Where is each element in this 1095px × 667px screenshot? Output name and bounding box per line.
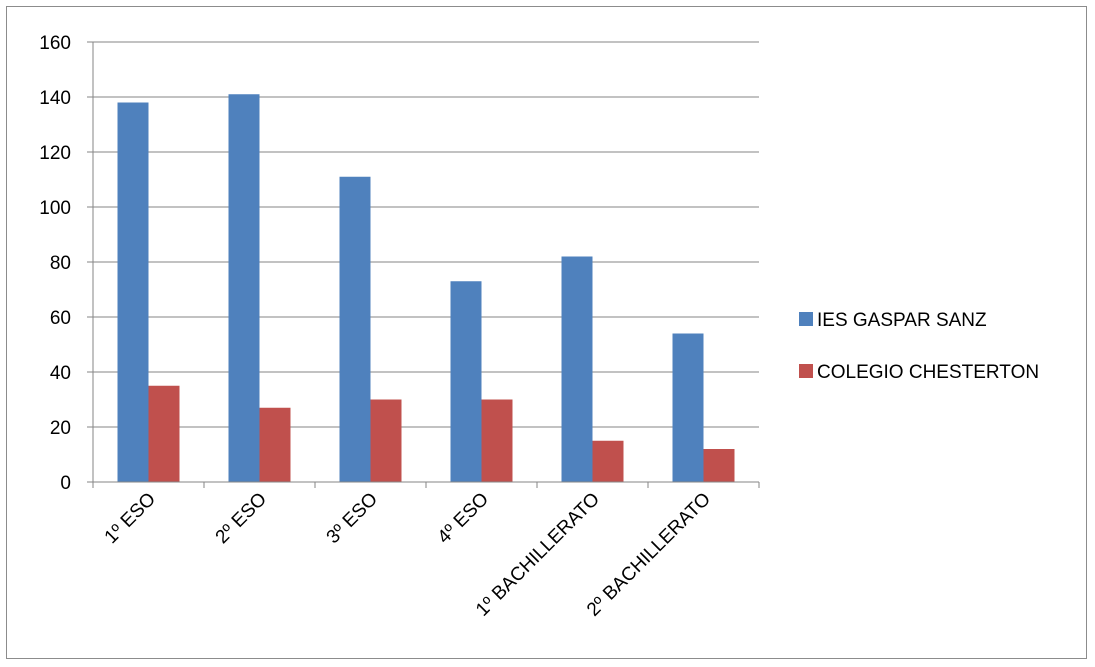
- chart-frame: [6, 6, 1087, 659]
- y-tick-label: 140: [39, 88, 71, 109]
- legend-label: COLEGIO CHESTERTON: [817, 362, 1039, 383]
- bar-colegio-chesterton: [703, 449, 735, 482]
- axes: [87, 41, 760, 488]
- bar-colegio-chesterton: [259, 407, 291, 482]
- y-tick-label: 60: [50, 308, 71, 329]
- x-tick-label: 4º ESO: [434, 489, 493, 548]
- x-tick-label: 3º ESO: [323, 489, 382, 548]
- y-tick-label: 100: [39, 198, 71, 219]
- x-tick-label: 1º ESO: [101, 489, 160, 548]
- bar-ies-gaspar-sanz: [339, 176, 371, 482]
- y-tick-label: 0: [60, 473, 71, 494]
- bar-colegio-chesterton: [370, 399, 402, 482]
- x-tick-label: 2º BACHILLERATO: [583, 489, 715, 621]
- bars: [117, 94, 735, 482]
- y-tick-label: 120: [39, 143, 71, 164]
- y-tick-label: 20: [50, 418, 71, 439]
- bar-colegio-chesterton: [148, 385, 180, 482]
- bar-ies-gaspar-sanz: [672, 333, 704, 482]
- legend: IES GASPAR SANZ COLEGIO CHESTERTON: [799, 310, 1039, 383]
- y-tick-labels: 0 20 40 60 80 100 120 140 160: [39, 33, 71, 494]
- x-tick-label: 2º ESO: [212, 489, 271, 548]
- legend-swatch: [799, 364, 813, 378]
- bar-ies-gaspar-sanz: [561, 256, 593, 482]
- x-tick-label: 1º BACHILLERATO: [472, 489, 604, 621]
- bar-ies-gaspar-sanz: [450, 281, 482, 482]
- legend-swatch: [799, 312, 813, 326]
- bar-colegio-chesterton: [592, 440, 624, 482]
- bar-ies-gaspar-sanz: [228, 94, 260, 482]
- bar-colegio-chesterton: [481, 399, 513, 482]
- bar-ies-gaspar-sanz: [117, 102, 149, 482]
- y-tick-label: 40: [50, 363, 71, 384]
- y-tick-label: 160: [39, 33, 71, 54]
- y-tick-label: 80: [50, 253, 71, 274]
- legend-label: IES GASPAR SANZ: [817, 310, 987, 331]
- gridlines: [93, 41, 759, 428]
